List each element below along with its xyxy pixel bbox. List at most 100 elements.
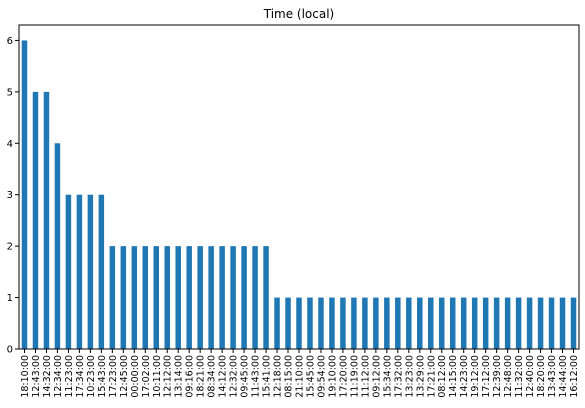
bar-13:23:00 — [406, 298, 411, 349]
bar-13:14:00 — [175, 246, 180, 349]
y-tick-label: 4 — [7, 139, 13, 150]
chart-title: Time (local) — [263, 7, 335, 21]
bar-15:34:00 — [384, 298, 389, 349]
x-tick-label: 14:44:00 — [558, 355, 569, 398]
x-tick-label: 08:15:00 — [284, 355, 295, 398]
bar-12:43:00 — [33, 92, 38, 349]
x-tick-label: 09:54:00 — [316, 355, 327, 398]
x-tick-label: 12:32:00 — [229, 355, 240, 398]
x-tick-label: 12:48:00 — [503, 355, 514, 398]
bar-11:23:00 — [66, 195, 71, 349]
bar-11:43:00 — [252, 246, 257, 349]
x-tick-label: 12:40:00 — [525, 355, 536, 398]
x-axis: 18:10:00 12:43:00 14:32:00 12:34:00 11:23:00… — [20, 349, 580, 398]
bar-14:12:00 — [219, 246, 224, 349]
bar-15:45:00 — [307, 298, 312, 349]
x-tick-label: 09:45:00 — [240, 355, 251, 398]
bar-12:32:00 — [230, 246, 235, 349]
bar-17:20:00 — [340, 298, 345, 349]
bar-12:18:00 — [274, 298, 279, 349]
bar-12:34:00 — [55, 143, 60, 349]
bar-15:41:00 — [263, 246, 268, 349]
x-tick-label: 13:23:00 — [404, 355, 415, 398]
y-tick-label: 5 — [7, 87, 13, 98]
x-tick-label: 12:12:00 — [163, 355, 174, 398]
bar-14:44:00 — [560, 298, 565, 349]
bar-11:19:00 — [351, 298, 356, 349]
x-tick-label: 12:45:00 — [119, 355, 130, 398]
bar-12:12:00 — [164, 246, 169, 349]
x-tick-label: 15:41:00 — [262, 355, 273, 398]
x-tick-label: 08:12:00 — [437, 355, 448, 398]
x-tick-label: 13:29:00 — [415, 355, 426, 398]
x-tick-label: 17:02:00 — [141, 355, 152, 398]
x-tick-label: 14:32:00 — [42, 355, 53, 398]
bar-09:45:00 — [241, 246, 246, 349]
bar-17:12:00 — [483, 298, 488, 349]
bar-17:34:00 — [77, 195, 82, 349]
x-tick-label: 10:11:00 — [152, 355, 163, 398]
x-tick-label: 00:00:00 — [130, 355, 141, 398]
x-tick-label: 12:34:00 — [53, 355, 64, 398]
bar-13:29:00 — [417, 298, 422, 349]
bar-14:15:00 — [450, 298, 455, 349]
bar-18:20:00 — [538, 298, 543, 349]
x-tick-label: 17:20:00 — [338, 355, 349, 398]
bar-14:23:00 — [461, 298, 466, 349]
bar-08:34:00 — [208, 246, 213, 349]
x-tick-label: 18:20:00 — [536, 355, 547, 398]
x-tick-label: 19:10:00 — [327, 355, 338, 398]
x-tick-label: 12:18:00 — [273, 355, 284, 398]
x-tick-label: 19:12:00 — [470, 355, 481, 398]
y-axis: 0 1 2 3 4 5 6 — [7, 36, 19, 356]
x-tick-label: 18:21:00 — [196, 355, 207, 398]
bar-10:23:00 — [88, 195, 93, 349]
bar-09:16:00 — [186, 246, 191, 349]
bar-09:54:00 — [318, 298, 323, 349]
bar-12:40:00 — [527, 298, 532, 349]
bar-17:23:00 — [110, 246, 115, 349]
y-tick-label: 0 — [7, 345, 13, 356]
x-tick-label: 17:34:00 — [75, 355, 86, 398]
bar-00:00:00 — [132, 246, 137, 349]
x-tick-label: 13:43:00 — [547, 355, 558, 398]
x-tick-label: 11:23:00 — [64, 355, 75, 398]
x-tick-label: 12:39:00 — [492, 355, 503, 398]
x-tick-label: 08:34:00 — [207, 355, 218, 398]
bar-21:10:00 — [296, 298, 301, 349]
bar-12:39:00 — [494, 298, 499, 349]
x-tick-label: 18:10:00 — [20, 355, 31, 398]
x-tick-label: 15:43:00 — [97, 355, 108, 398]
y-tick-label: 3 — [7, 190, 13, 201]
x-tick-label: 11:19:00 — [349, 355, 360, 398]
bar-18:21:00 — [197, 246, 202, 349]
bar-11:12:00 — [362, 298, 367, 349]
x-tick-label: 16:12:00 — [569, 355, 580, 398]
x-tick-label: 14:23:00 — [459, 355, 470, 398]
x-tick-label: 15:34:00 — [382, 355, 393, 398]
bar-15:43:00 — [99, 195, 104, 349]
bar-19:10:00 — [329, 298, 334, 349]
bar-10:11:00 — [154, 246, 159, 349]
x-tick-label: 14:12:00 — [218, 355, 229, 398]
bar-12:45:00 — [121, 246, 126, 349]
x-tick-label: 15:45:00 — [305, 355, 316, 398]
bar-17:21:00 — [428, 298, 433, 349]
x-tick-label: 11:32:00 — [514, 355, 525, 398]
y-tick-label: 6 — [7, 36, 13, 47]
x-tick-label: 17:32:00 — [393, 355, 404, 398]
x-tick-label: 17:23:00 — [108, 355, 119, 398]
bar-11:32:00 — [516, 298, 521, 349]
bar-08:15:00 — [285, 298, 290, 349]
y-tick-label: 2 — [7, 242, 13, 253]
x-tick-label: 17:21:00 — [426, 355, 437, 398]
bar-13:43:00 — [549, 298, 554, 349]
bar-09:12:00 — [373, 298, 378, 349]
x-tick-label: 12:43:00 — [31, 355, 42, 398]
x-tick-label: 09:16:00 — [185, 355, 196, 398]
bar-19:12:00 — [472, 298, 477, 349]
bar-17:32:00 — [395, 298, 400, 349]
x-tick-label: 10:23:00 — [86, 355, 97, 398]
x-tick-label: 13:14:00 — [174, 355, 185, 398]
